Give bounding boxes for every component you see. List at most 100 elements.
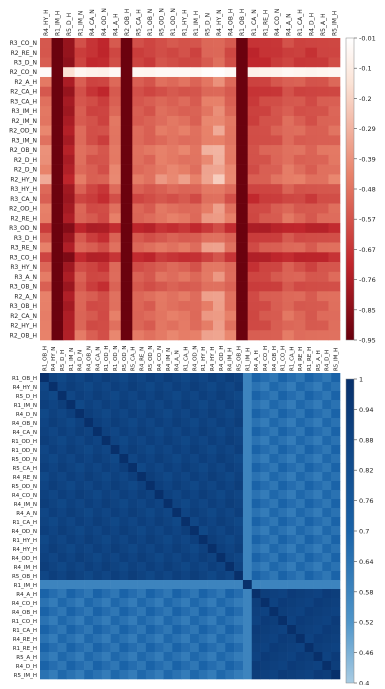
heatmap-cell — [120, 301, 133, 312]
heatmap-cell — [143, 115, 156, 126]
column-label: R1_RE_H — [262, 10, 269, 36]
heatmap-cell — [198, 634, 208, 644]
heatmap-cell — [86, 106, 98, 117]
heatmap-cell — [48, 670, 58, 680]
heatmap-cell — [190, 125, 202, 136]
heatmap-cell — [137, 472, 147, 482]
heatmap-cell — [236, 135, 248, 146]
heatmap-cell — [251, 454, 261, 464]
heatmap-cell — [119, 418, 129, 428]
colorbar-tick-label: -0.76 — [359, 276, 376, 284]
heatmap-cell — [190, 607, 200, 617]
heatmap-cell — [242, 634, 253, 644]
heatmap-cell — [92, 418, 103, 428]
column-label: R5_IM_H — [332, 11, 339, 36]
heatmap-cell — [181, 634, 191, 644]
heatmap-cell — [109, 86, 122, 97]
heatmap-cell — [247, 232, 260, 243]
heatmap-cell — [178, 281, 191, 292]
heatmap-cell — [110, 508, 120, 518]
heatmap-cell — [101, 571, 111, 581]
heatmap-cell — [282, 96, 295, 107]
heatmap-cell — [84, 652, 94, 662]
heatmap-cell — [57, 535, 67, 545]
heatmap-cell — [75, 517, 85, 527]
heatmap-cell — [181, 508, 191, 518]
heatmap-cell — [259, 125, 272, 136]
heatmap-cell — [225, 535, 235, 545]
heatmap-cell — [63, 301, 75, 312]
heatmap-cell — [101, 562, 111, 572]
heatmap-cell — [66, 562, 76, 572]
heatmap-cell — [40, 580, 50, 590]
heatmap-cell — [110, 526, 120, 536]
heatmap-cell — [66, 409, 76, 419]
heatmap-cell — [92, 562, 103, 572]
heatmap-cell — [316, 203, 329, 214]
heatmap-cell — [269, 382, 279, 392]
heatmap-cell — [224, 291, 237, 302]
heatmap-cell — [207, 499, 217, 509]
heatmap-cell — [86, 242, 98, 253]
heatmap-cell — [247, 145, 260, 156]
heatmap-cell — [86, 301, 98, 312]
heatmap-cell — [92, 535, 103, 545]
heatmap-cell — [305, 106, 318, 117]
heatmap-cell — [163, 499, 173, 509]
heatmap-cell — [63, 271, 75, 282]
column-label: R1_IM_H — [55, 11, 62, 36]
heatmap-cell — [316, 47, 329, 58]
heatmap-cell — [313, 553, 323, 563]
heatmap-cell — [137, 490, 147, 500]
heatmap-cell — [331, 490, 341, 500]
heatmap-cell — [251, 652, 261, 662]
heatmap-cell — [92, 409, 103, 419]
heatmap-cell — [40, 154, 52, 165]
heatmap-cell — [51, 310, 64, 321]
heatmap-cell — [322, 535, 332, 545]
heatmap-cell — [66, 382, 76, 392]
heatmap-cell — [213, 135, 225, 146]
heatmap-cell — [190, 661, 200, 671]
heatmap-cell — [155, 271, 168, 282]
heatmap-cell — [110, 661, 120, 671]
row-label: R5_IM_H — [14, 673, 37, 679]
heatmap-cell — [48, 607, 58, 617]
heatmap-cell — [322, 652, 332, 662]
heatmap-cell — [166, 242, 179, 253]
heatmap-cell — [110, 544, 120, 554]
heatmap-cell — [57, 382, 67, 392]
heatmap-cell — [259, 232, 272, 243]
heatmap-cell — [120, 47, 133, 58]
heatmap-cell — [305, 174, 318, 185]
heatmap-cell — [328, 281, 341, 292]
heatmap-cell — [128, 490, 138, 500]
heatmap-cell — [155, 38, 168, 49]
heatmap-cell — [216, 535, 226, 545]
row-label: R4_OB_N — [12, 421, 37, 427]
heatmap-cell — [132, 223, 145, 234]
heatmap-cell — [270, 38, 283, 49]
heatmap-cell — [40, 517, 50, 527]
heatmap-cell — [172, 580, 182, 590]
heatmap-cell — [293, 232, 306, 243]
heatmap-cell — [145, 571, 155, 581]
heatmap-cell — [109, 96, 122, 107]
heatmap-cell — [260, 463, 270, 473]
heatmap-cell — [304, 643, 314, 653]
heatmap-cell — [328, 310, 341, 321]
heatmap-cell — [63, 47, 75, 58]
row-label: R3_HY_N — [10, 264, 37, 271]
heatmap-cell — [305, 203, 318, 214]
heatmap-cell — [293, 174, 306, 185]
heatmap-cell — [128, 436, 138, 446]
heatmap-cell — [40, 454, 50, 464]
heatmap-cell — [225, 517, 235, 527]
heatmap-cell — [213, 193, 225, 204]
heatmap-cell — [316, 145, 329, 156]
heatmap-cell — [75, 616, 85, 626]
heatmap-cell — [313, 517, 323, 527]
heatmap-cell — [119, 544, 129, 554]
heatmap-cell — [270, 145, 283, 156]
heatmap-cell — [269, 544, 279, 554]
